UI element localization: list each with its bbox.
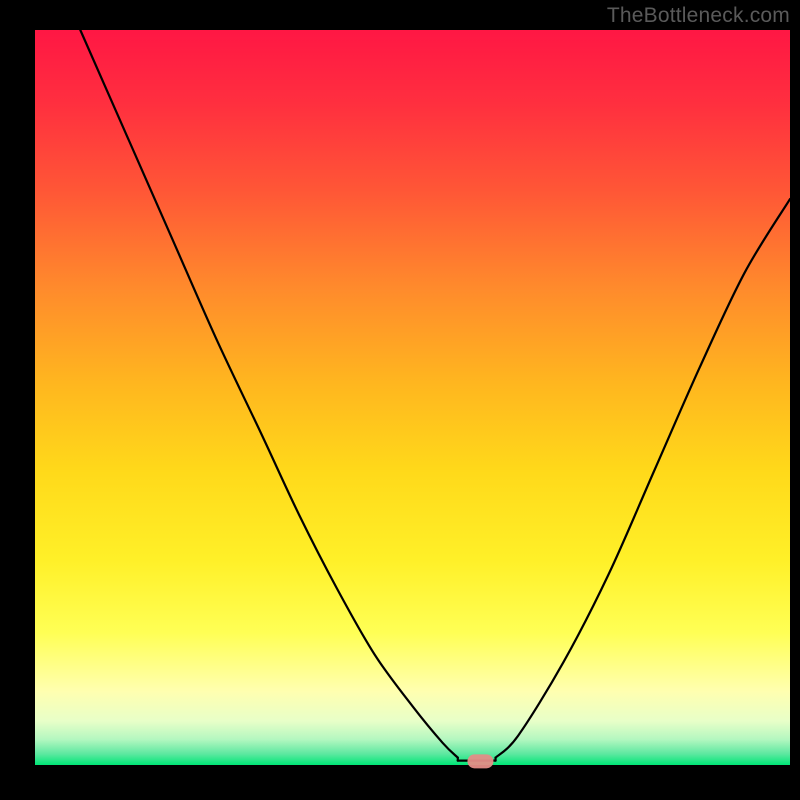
chart-root: TheBottleneck.com [0,0,800,800]
plot-area [35,30,790,765]
chart-svg [0,0,800,800]
optimal-marker [467,754,493,768]
watermark-text: TheBottleneck.com [607,4,790,28]
